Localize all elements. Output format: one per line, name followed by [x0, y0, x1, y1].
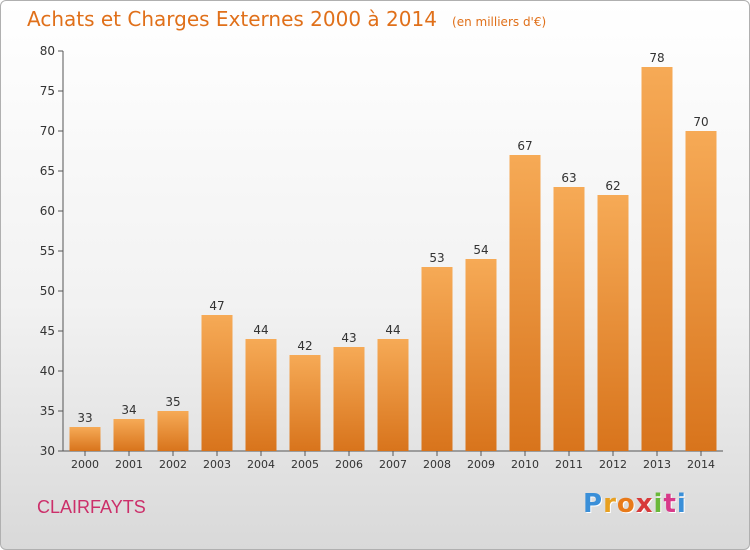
chart-title: Achats et Charges Externes 2000 à 2014 — [27, 7, 437, 31]
logo-letter: r — [603, 489, 617, 519]
bars — [69, 67, 717, 451]
x-tick-label: 2001 — [115, 458, 143, 471]
data-label: 62 — [605, 179, 620, 193]
x-tick-label: 2013 — [643, 458, 671, 471]
x-tick-label: 2008 — [423, 458, 451, 471]
y-tick-label: 50 — [40, 284, 55, 298]
title-row: Achats et Charges Externes 2000 à 2014 (… — [27, 7, 546, 31]
data-label: 44 — [385, 323, 400, 337]
x-tick-label: 2011 — [555, 458, 583, 471]
bar — [113, 419, 145, 451]
bar — [685, 131, 717, 451]
x-tick-label: 2000 — [71, 458, 99, 471]
bar — [421, 267, 453, 451]
bar — [553, 187, 585, 451]
bar — [377, 339, 409, 451]
bar — [465, 259, 497, 451]
bar — [289, 355, 321, 451]
logo-letter: o — [616, 489, 636, 519]
data-label: 54 — [473, 243, 488, 257]
x-tick-label: 2005 — [291, 458, 319, 471]
x-tick-label: 2002 — [159, 458, 187, 471]
data-label: 43 — [341, 331, 356, 345]
x-tick-label: 2007 — [379, 458, 407, 471]
x-tick-label: 2003 — [203, 458, 231, 471]
x-tick-label: 2004 — [247, 458, 275, 471]
bar — [597, 195, 629, 451]
data-label: 53 — [429, 251, 444, 265]
y-tick-label: 60 — [40, 204, 55, 218]
y-tick-label: 65 — [40, 164, 55, 178]
axes: 30 35 40 45 50 55 60 65 70 75 80 2000 2001 2002 2003 20… — [40, 44, 723, 471]
bar — [69, 427, 101, 451]
y-tick-label: 45 — [40, 324, 55, 338]
x-tick-label: 2009 — [467, 458, 495, 471]
data-label: 35 — [165, 395, 180, 409]
data-label: 67 — [517, 139, 532, 153]
logo-letter: x — [635, 489, 654, 519]
logo-letter: P — [583, 489, 604, 519]
data-label: 63 — [561, 171, 576, 185]
bar — [201, 315, 233, 451]
logo-letter: i — [676, 489, 687, 519]
data-label: 47 — [209, 299, 224, 313]
x-tick-label: 2006 — [335, 458, 363, 471]
logo-letter: t — [663, 489, 677, 519]
data-label: 44 — [253, 323, 268, 337]
data-label: 33 — [77, 411, 92, 425]
bar — [641, 67, 673, 451]
data-label: 42 — [297, 339, 312, 353]
x-tick-label: 2012 — [599, 458, 627, 471]
logo-letter: i — [653, 489, 664, 519]
data-label: 70 — [693, 115, 708, 129]
y-tick-label: 30 — [40, 444, 55, 458]
bar — [509, 155, 541, 451]
y-tick-label: 75 — [40, 84, 55, 98]
y-tick-label: 70 — [40, 124, 55, 138]
y-tick-label: 40 — [40, 364, 55, 378]
proxiti-logo: Proxiti — [583, 489, 687, 519]
bar — [245, 339, 277, 451]
chart-subtitle: (en milliers d'€) — [452, 15, 547, 29]
y-tick-label: 55 — [40, 244, 55, 258]
x-tick-label: 2014 — [687, 458, 715, 471]
data-labels: 33 34 35 47 44 42 43 44 53 54 67 63 62 78 70 — [77, 51, 708, 425]
data-label: 34 — [121, 403, 136, 417]
bar — [333, 347, 365, 451]
data-label: 78 — [649, 51, 664, 65]
y-tick-label: 35 — [40, 404, 55, 418]
y-tick-label: 80 — [40, 44, 55, 58]
x-tick-label: 2010 — [511, 458, 539, 471]
commune-name: CLAIRFAYTS — [37, 497, 146, 517]
bar — [157, 411, 189, 451]
